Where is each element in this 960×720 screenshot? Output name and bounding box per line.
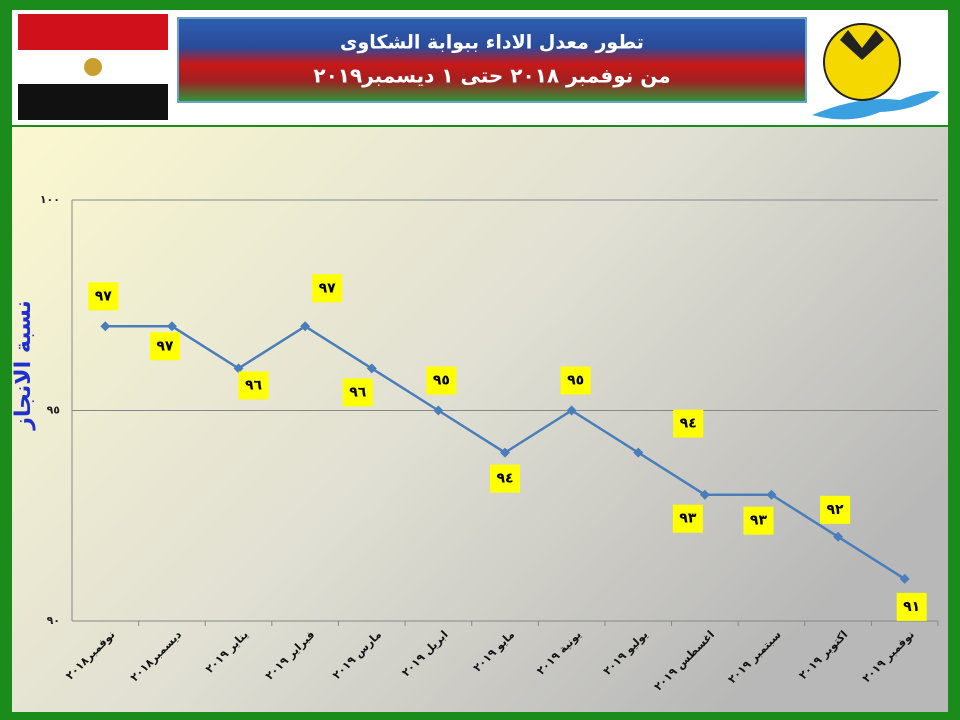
data-label: ٩١ (903, 599, 920, 615)
data-label: ٩٣ (750, 513, 768, 529)
data-label-box (560, 366, 591, 395)
y-tick-label: ٩٠ (47, 614, 60, 627)
data-label-box (673, 409, 704, 438)
y-tick-label: ١٠٠ (40, 193, 60, 206)
data-label: ٩٧ (95, 288, 113, 304)
point (100, 321, 111, 332)
data-label-box (896, 592, 927, 621)
title: تطور معدل الاداء ببوابة الشكاوى (340, 32, 644, 54)
data-label-box (490, 464, 520, 493)
point (699, 489, 710, 500)
point (500, 447, 510, 458)
point (633, 447, 644, 458)
data-label: ٩٥ (567, 373, 584, 389)
data-label-box (149, 332, 180, 361)
data-label-box (672, 504, 703, 533)
title-box (177, 17, 807, 103)
point (566, 405, 577, 416)
data-label: ٩٤ (496, 471, 513, 487)
flag (18, 14, 168, 120)
point (899, 573, 910, 584)
subtitle: من نوفمبر ٢٠١٨ حتى ١ ديسمبر٢٠١٩ (313, 64, 670, 88)
data-label: ٩٢ (827, 502, 845, 518)
data-label: ٩٤ (680, 416, 697, 432)
logo (812, 23, 940, 120)
plot-bg (12, 127, 948, 712)
point (233, 363, 244, 374)
data-label: ٩٧ (156, 338, 174, 354)
point (433, 405, 444, 416)
data-label-box (426, 366, 457, 395)
point (300, 321, 311, 332)
data-label: ٩٥ (433, 373, 450, 389)
data-label-box (743, 506, 774, 535)
point (166, 321, 177, 332)
data-label: ٩٧ (319, 280, 337, 296)
y-axis-label: نسبة الانجاز (11, 300, 36, 431)
data-label: ٩٦ (349, 384, 367, 400)
point (833, 531, 844, 542)
point (766, 489, 777, 500)
y-tick-label: ٩٥ (47, 404, 61, 417)
point (366, 363, 377, 374)
data-label-box (238, 371, 269, 400)
data-label-box (312, 274, 343, 303)
data-label-box (820, 495, 851, 524)
data-label: ٩٣ (679, 511, 697, 527)
data-label: ٩٦ (245, 377, 263, 393)
data-label-box (342, 378, 373, 407)
data-label-box (88, 282, 119, 311)
